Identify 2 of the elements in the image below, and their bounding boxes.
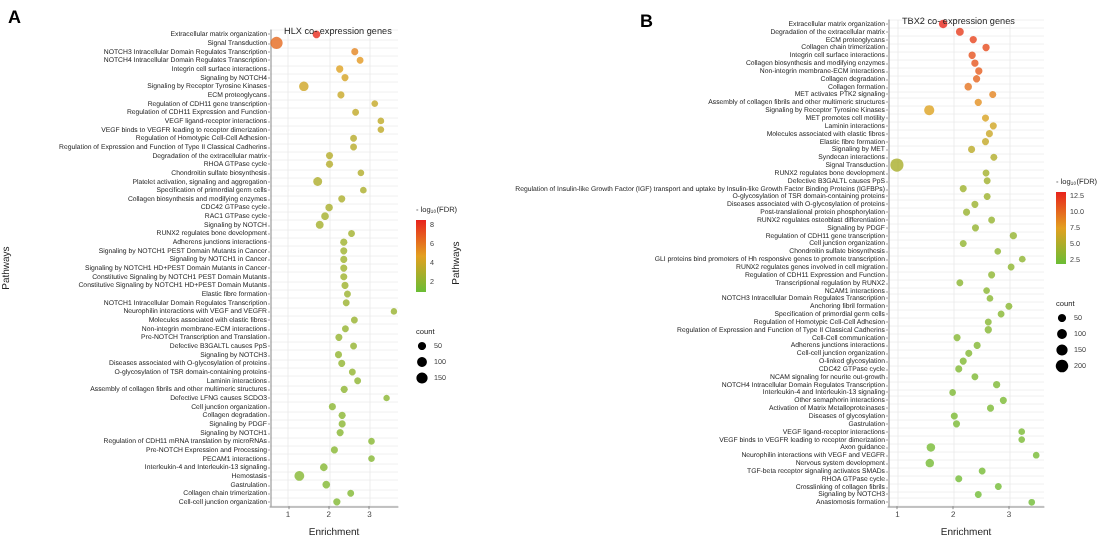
text: A (8, 7, 22, 27)
text: B (640, 11, 654, 31)
